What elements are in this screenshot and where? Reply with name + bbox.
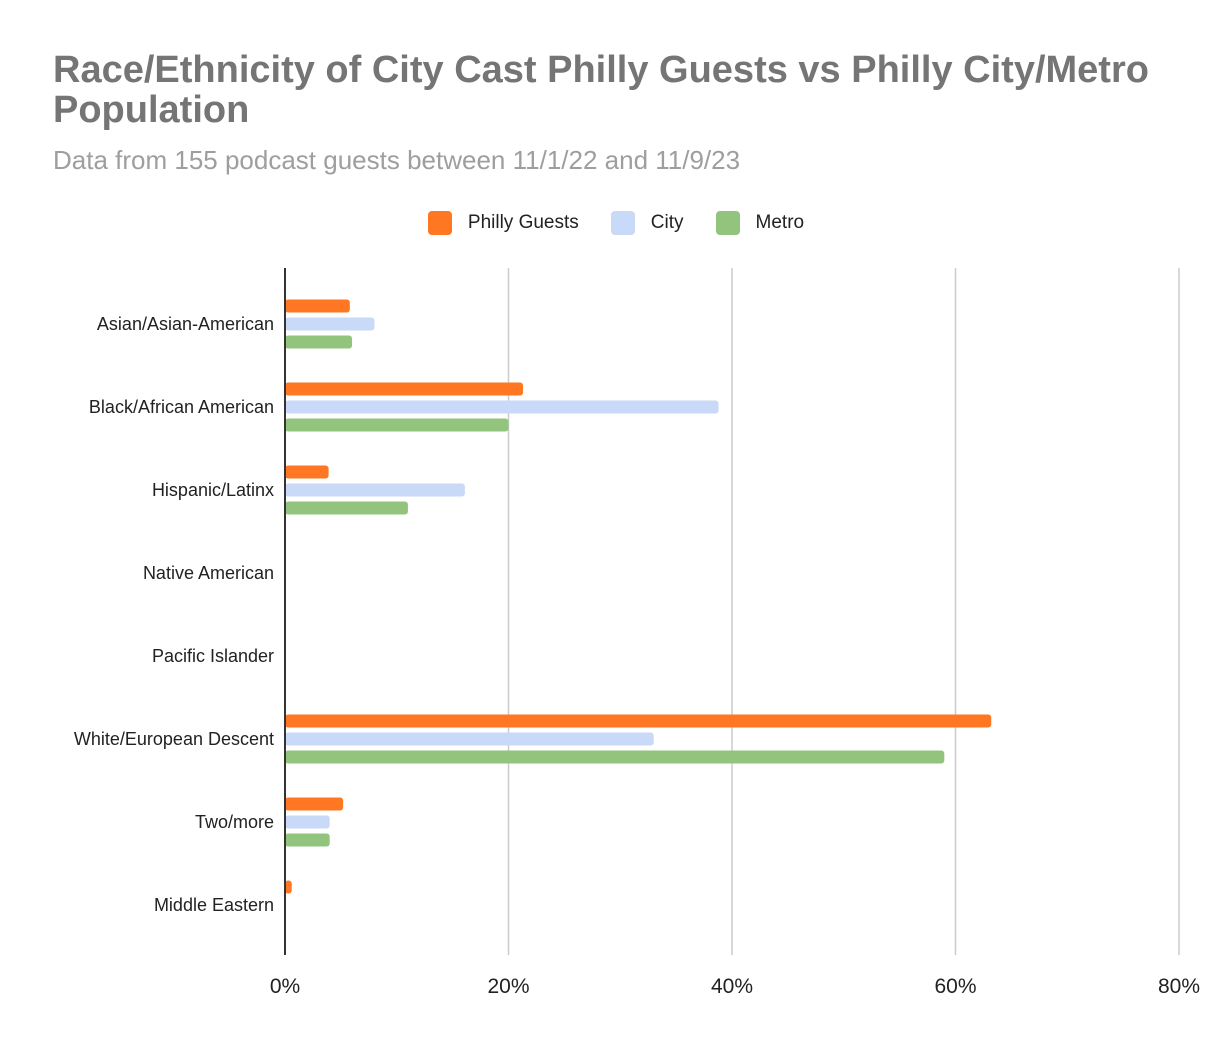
bar-philly-guests-5[interactable] bbox=[285, 714, 992, 728]
x-tick-label: 20% bbox=[487, 975, 529, 998]
bar-metro-1[interactable] bbox=[285, 418, 509, 432]
legend-item-city[interactable]: City bbox=[610, 211, 684, 235]
category-label: Middle Eastern bbox=[154, 895, 274, 915]
category-label: Hispanic/Latinx bbox=[152, 480, 274, 500]
category-label: Asian/Asian-American bbox=[97, 314, 274, 334]
category-label: Black/African American bbox=[89, 397, 274, 417]
legend-label-metro: Metro bbox=[755, 212, 805, 233]
legend: Philly Guests City Metro bbox=[0, 208, 1232, 238]
bar-metro-0[interactable] bbox=[285, 335, 353, 349]
bar-philly-guests-0[interactable] bbox=[285, 299, 350, 313]
bar-philly-guests-2[interactable] bbox=[285, 465, 329, 479]
legend-label-philly-guests: Philly Guests bbox=[467, 212, 579, 233]
bar-metro-2[interactable] bbox=[285, 501, 408, 515]
x-tick-label: 60% bbox=[934, 975, 976, 998]
bar-city-1[interactable] bbox=[285, 400, 719, 414]
bar-metro-6[interactable] bbox=[285, 833, 330, 847]
category-label: Two/more bbox=[195, 812, 274, 832]
x-tick-label: 40% bbox=[711, 975, 753, 998]
bar-metro-5[interactable] bbox=[285, 750, 945, 764]
legend-swatch-metro bbox=[715, 211, 740, 235]
chart-title: Race/Ethnicity of City Cast Philly Guest… bbox=[53, 49, 1149, 131]
x-tick-label: 80% bbox=[1158, 975, 1200, 998]
bar-philly-guests-7[interactable] bbox=[285, 880, 292, 894]
legend-item-philly-guests[interactable]: Philly Guests bbox=[427, 211, 579, 235]
bar-city-6[interactable] bbox=[285, 815, 330, 829]
bar-city-0[interactable] bbox=[285, 317, 375, 331]
category-label: Native American bbox=[143, 563, 274, 583]
category-label: White/European Descent bbox=[74, 729, 274, 749]
legend-item-metro[interactable]: Metro bbox=[715, 211, 805, 235]
chart-subtitle: Data from 155 podcast guests between 11/… bbox=[53, 145, 741, 175]
bar-philly-guests-1[interactable] bbox=[285, 382, 524, 396]
legend-swatch-philly-guests bbox=[427, 211, 452, 235]
bar-city-5[interactable] bbox=[285, 732, 654, 746]
bar-city-2[interactable] bbox=[285, 483, 465, 497]
bar-philly-guests-6[interactable] bbox=[285, 797, 344, 811]
legend-swatch-city bbox=[610, 211, 635, 235]
x-tick-label: 0% bbox=[270, 975, 300, 998]
category-label: Pacific Islander bbox=[152, 646, 274, 666]
legend-label-city: City bbox=[650, 212, 684, 233]
